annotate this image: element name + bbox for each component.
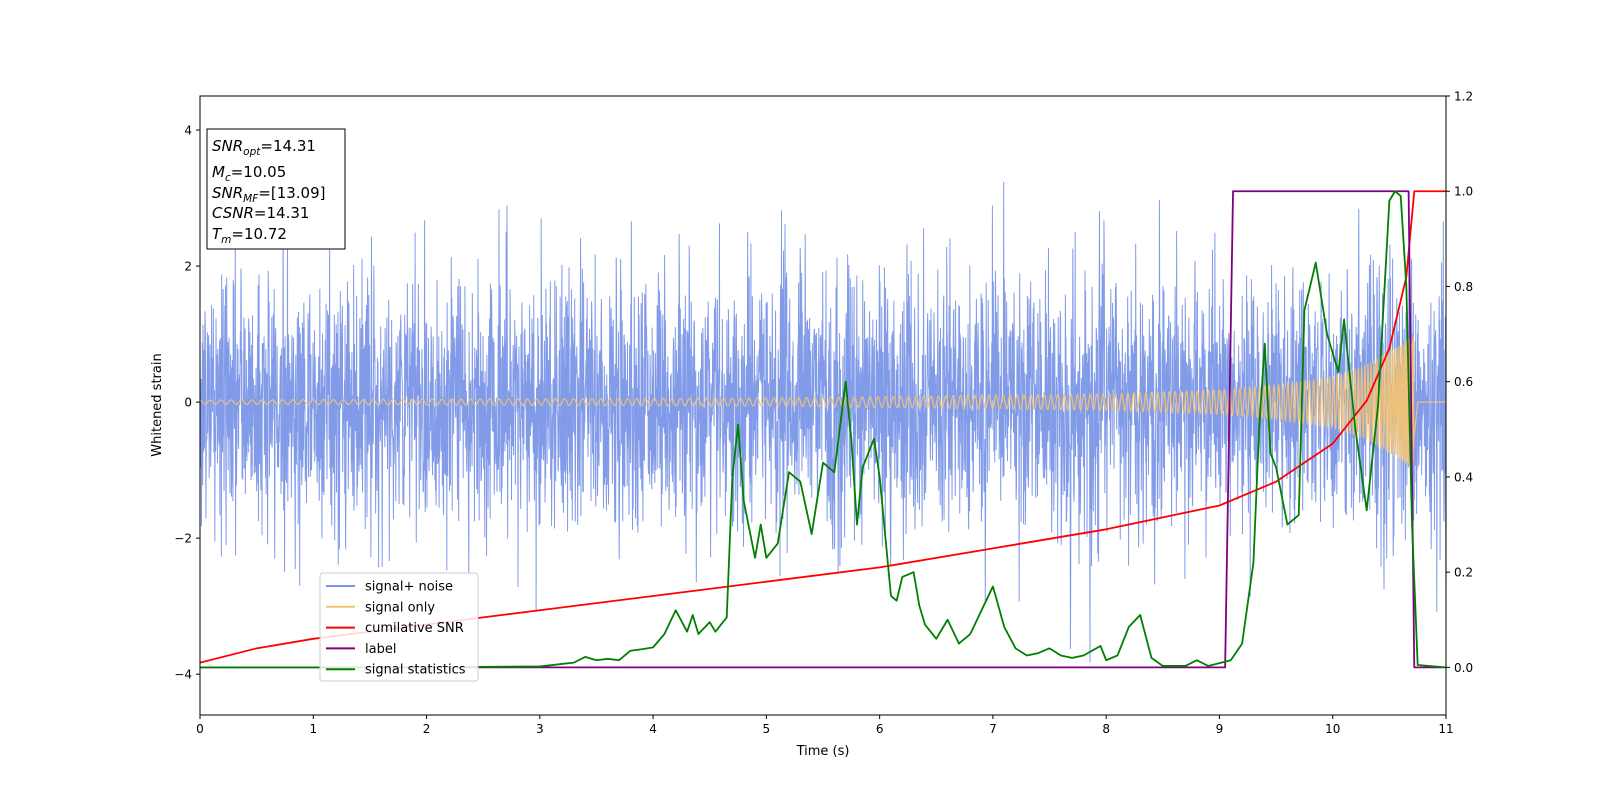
- y2-tick-label: 0.4: [1454, 470, 1473, 484]
- annotation-line: Mc=10.05: [212, 163, 286, 184]
- annotation-line: SNRMF=[13.09]: [212, 184, 326, 205]
- x-axis-label: Time (s): [796, 744, 850, 759]
- x-tick-label: 0: [196, 722, 204, 736]
- y2-tick-label: 0.6: [1454, 375, 1473, 389]
- axes-frame: [199, 95, 1447, 716]
- series-label: [200, 190, 1446, 669]
- y2-tick-label: 0.0: [1454, 661, 1473, 675]
- legend: signal+ noise signal only cumilative SNR la…: [319, 572, 479, 682]
- x-tick-label: 9: [1216, 722, 1224, 736]
- y-tick-label: 2: [184, 260, 192, 274]
- legend-label-label: label: [365, 642, 396, 657]
- x-tick-label: 11: [1438, 722, 1453, 736]
- y2-tick-label: 1.0: [1454, 185, 1473, 199]
- x-tick-label: 10: [1325, 722, 1340, 736]
- y-tick-label: −2: [174, 532, 192, 546]
- annotation-line: CSNR=14.31: [212, 204, 309, 222]
- x-tick-label: 6: [876, 722, 884, 736]
- annotation-box-frame: [206, 128, 346, 250]
- annotation-line: Tm=10.72: [212, 225, 287, 246]
- x-tick-label: 5: [763, 722, 771, 736]
- y2-tick-label: 0.8: [1454, 280, 1473, 294]
- legend-label-signal-noise: signal+ noise: [365, 580, 453, 595]
- y-tick-label: 4: [184, 124, 192, 138]
- y-tick-label: −4: [174, 668, 192, 682]
- y-tick-label: 0: [184, 396, 192, 410]
- legend-label-signal-only: signal only: [365, 600, 435, 615]
- series-signal-only: [200, 335, 1446, 469]
- y2-tick-label: 0.2: [1454, 566, 1473, 580]
- y2-tick-label: 1.2: [1454, 90, 1473, 104]
- stats-annotation-box: SNRopt=14.31 Mc=10.05SNRMF=[13.09]CSNR=14…: [206, 128, 346, 250]
- x-tick-label: 7: [989, 722, 997, 736]
- x-axis: 0 1 2 3 4 5 6 7 8 9 10 11: [196, 715, 1454, 736]
- series-signal-noise: [200, 181, 1446, 663]
- series-signal-statistics: [200, 190, 1446, 669]
- x-tick-label: 3: [536, 722, 544, 736]
- x-tick-label: 8: [1102, 722, 1110, 736]
- x-tick-label: 4: [649, 722, 657, 736]
- annotation-line: SNRopt=14.31: [212, 137, 316, 158]
- legend-frame: [319, 572, 479, 682]
- y-axis-label: Whitened strain: [150, 353, 165, 456]
- y-axis-right: 1.2 1.0 0.8 0.6 0.4 0.2 0.0: [1446, 90, 1473, 675]
- x-tick-label: 2: [423, 722, 431, 736]
- x-tick-label: 1: [309, 722, 317, 736]
- y-axis-left: 4 2 0 −2 −4: [174, 124, 200, 682]
- legend-label-cumilative-snr: cumilative SNR: [365, 621, 464, 636]
- legend-label-signal-statistics: signal statistics: [365, 663, 466, 678]
